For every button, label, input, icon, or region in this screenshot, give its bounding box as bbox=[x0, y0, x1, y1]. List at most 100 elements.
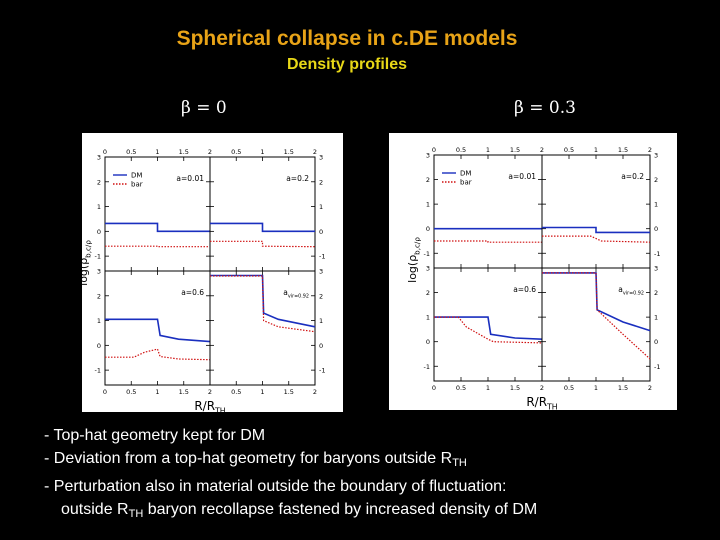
y-tick-label-right: 3 bbox=[319, 154, 323, 162]
y-tick-label-right: 1 bbox=[319, 317, 323, 325]
y-tick-label-right: 0 bbox=[654, 225, 658, 233]
x-tick-label-top: 0.5 bbox=[126, 148, 136, 156]
x-tick-label-top: 2 bbox=[313, 148, 317, 156]
x-axis-label: R/RTH bbox=[194, 399, 225, 412]
note-3: - Perturbation also in material outside … bbox=[44, 478, 507, 495]
x-tick-label-top: 0.5 bbox=[231, 148, 241, 156]
beta-left-label: β = 0 bbox=[181, 98, 227, 118]
y-axis-label: log(ρb,c/ρ bbox=[82, 240, 92, 286]
x-tick-label-bottom: 0.5 bbox=[564, 384, 574, 392]
legend-label-DM: DM bbox=[460, 170, 471, 178]
subpanel-4: avir=0.92 bbox=[541, 267, 651, 382]
x-tick-label-top: 1 bbox=[155, 148, 159, 156]
x-tick-label-bottom: 2 bbox=[208, 388, 212, 396]
x-tick-label-bottom: 0.5 bbox=[126, 388, 136, 396]
slide-subtitle: Density profiles bbox=[286, 56, 408, 73]
panel-label: a=0.2 bbox=[621, 172, 644, 181]
y-tick-label-right: 3 bbox=[654, 152, 658, 160]
legend-label-bar: bar bbox=[460, 179, 472, 187]
y-tick-label-left: 1 bbox=[426, 314, 430, 322]
x-tick-label-bottom: 0 bbox=[432, 384, 436, 392]
y-tick-label-right: 2 bbox=[319, 178, 323, 186]
series-line-bar bbox=[542, 272, 651, 360]
x-tick-label-bottom: 0.5 bbox=[456, 384, 466, 392]
subpanel-1: a=0.01 bbox=[104, 156, 211, 272]
note-1: - Top-hat geometry kept for DM bbox=[44, 427, 266, 444]
y-tick-label-left: 2 bbox=[97, 292, 101, 300]
series-line-bar bbox=[105, 245, 210, 248]
panel-label: a=0.01 bbox=[176, 174, 204, 183]
x-tick-label-top: 2 bbox=[648, 146, 652, 154]
subpanel-2: a=0.2 bbox=[209, 156, 316, 272]
series-line-bar bbox=[434, 316, 543, 344]
chart-panel-right: a=0.01 a=0.2 a=0.6 avir=0.92 0 0 0.5 0.5 0.5 0.5 1… bbox=[389, 133, 677, 412]
y-tick-label-right: -1 bbox=[319, 367, 325, 375]
y-tick-label-right: 1 bbox=[654, 314, 658, 322]
y-tick-label-right: 1 bbox=[654, 201, 658, 209]
y-tick-label-left: 3 bbox=[97, 268, 101, 276]
subpanel-3: a=0.6 bbox=[433, 267, 543, 382]
x-tick-label-bottom: 1 bbox=[260, 388, 264, 396]
x-tick-label-bottom: 1 bbox=[594, 384, 598, 392]
x-tick-label-top: 0 bbox=[103, 148, 107, 156]
x-tick-label-bottom: 0 bbox=[103, 388, 107, 396]
x-tick-label-top: 1.5 bbox=[510, 146, 520, 154]
y-tick-label-right: 1 bbox=[319, 203, 323, 211]
density-profile-chart-beta0: a=0.01 a=0.2 a=0.6 avir=0.92 0 0 0.5 0.5 0.5 0.5 1… bbox=[77, 148, 325, 416]
y-tick-label-left: 2 bbox=[97, 178, 101, 186]
y-tick-label-left: 3 bbox=[426, 152, 430, 160]
series-line-DM bbox=[542, 272, 651, 332]
y-tick-label-left: 0 bbox=[97, 342, 101, 350]
y-tick-label-left: 0 bbox=[97, 228, 101, 236]
x-tick-label-top: 1 bbox=[260, 148, 264, 156]
subpanel-3: a=0.6 bbox=[104, 270, 211, 386]
series-line-bar bbox=[210, 240, 316, 248]
subpanel-2: a=0.2 bbox=[541, 154, 651, 269]
y-tick-label-left: 3 bbox=[426, 265, 430, 273]
subpanel-1: a=0.01 bbox=[433, 154, 543, 269]
y-tick-label-left: 1 bbox=[426, 201, 430, 209]
x-tick-label-top: 0.5 bbox=[564, 146, 574, 154]
y-tick-label-right: 3 bbox=[654, 265, 658, 273]
x-tick-label-bottom: 0.5 bbox=[231, 388, 241, 396]
x-tick-label-top: 1 bbox=[486, 146, 490, 154]
panel-label: avir=0.92 bbox=[283, 288, 309, 299]
series-line-DM bbox=[542, 226, 650, 234]
series-line-bar bbox=[105, 348, 211, 361]
x-tick-label-bottom: 2 bbox=[540, 384, 544, 392]
panel-label: avir=0.92 bbox=[618, 285, 644, 296]
y-tick-label-left: 0 bbox=[426, 225, 430, 233]
x-tick-label-top: 1.5 bbox=[179, 148, 189, 156]
y-tick-label-left: -1 bbox=[424, 250, 430, 258]
y-tick-label-left: -1 bbox=[95, 367, 101, 375]
y-tick-label-left: 2 bbox=[426, 289, 430, 297]
notes: - Top-hat geometry kept for DM - Deviati… bbox=[44, 424, 537, 526]
y-tick-label-right: 2 bbox=[654, 176, 658, 184]
y-tick-label-right: 3 bbox=[319, 268, 323, 276]
x-tick-label-top: 0 bbox=[432, 146, 436, 154]
series-line-bar bbox=[542, 235, 651, 243]
legend-label-DM: DM bbox=[131, 172, 142, 180]
series-line-DM bbox=[434, 316, 543, 340]
series-line-bar bbox=[434, 240, 542, 243]
slide-title: Spherical collapse in c.DE models bbox=[176, 27, 518, 50]
y-tick-label-left: 2 bbox=[426, 176, 430, 184]
series-line-bar bbox=[210, 275, 316, 333]
panel-label: a=0.01 bbox=[508, 172, 536, 181]
x-tick-label-bottom: 1.5 bbox=[179, 388, 189, 396]
x-tick-label-bottom: 1 bbox=[155, 388, 159, 396]
beta-right-label: β = 0.3 bbox=[514, 98, 576, 118]
y-tick-label-right: 0 bbox=[319, 342, 323, 350]
series-line-DM bbox=[105, 318, 211, 343]
x-tick-label-bottom: 1.5 bbox=[618, 384, 628, 392]
panel-label: a=0.6 bbox=[513, 285, 536, 294]
x-tick-label-top: 0.5 bbox=[456, 146, 466, 154]
series-line-DM bbox=[105, 222, 210, 233]
x-tick-label-bottom: 1.5 bbox=[284, 388, 294, 396]
y-tick-label-right: 0 bbox=[654, 338, 658, 346]
x-tick-label-top: 2 bbox=[540, 146, 544, 154]
y-tick-label-right: 2 bbox=[654, 289, 658, 297]
subpanel-4: avir=0.92 bbox=[209, 270, 316, 386]
series-line-DM bbox=[210, 222, 315, 233]
series-line-DM bbox=[210, 274, 316, 328]
